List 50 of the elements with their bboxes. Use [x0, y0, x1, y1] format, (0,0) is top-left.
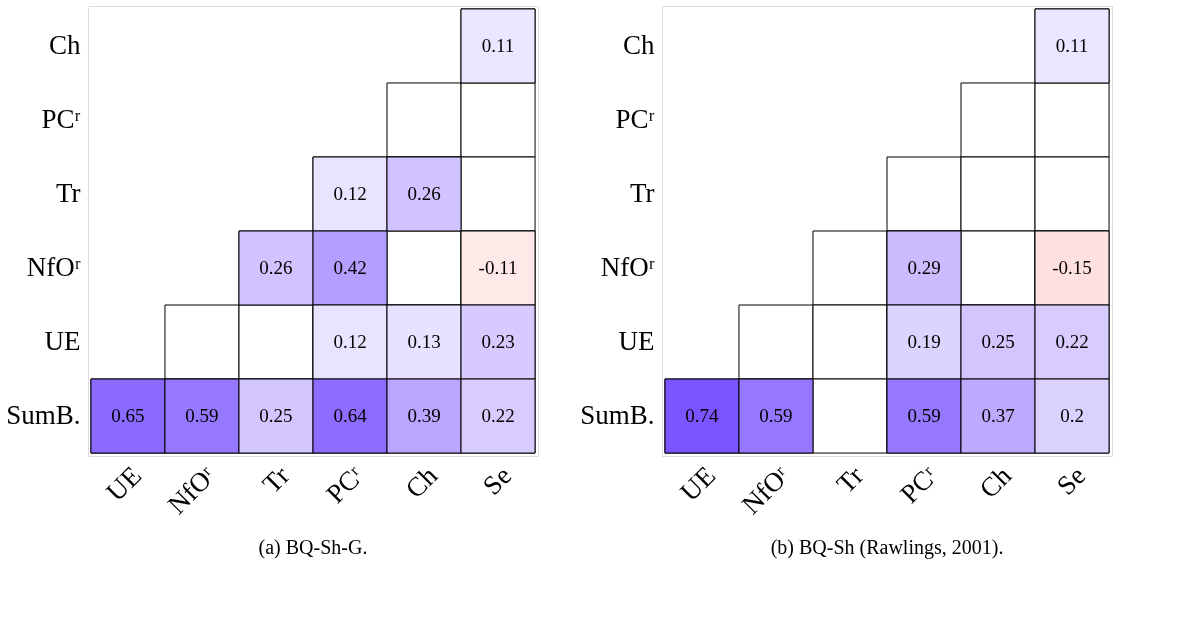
- y-tick-label: PCʳ: [615, 103, 655, 134]
- data-label: 0.59: [185, 405, 219, 427]
- y-tick-label: UE: [618, 326, 655, 357]
- y-tick-label: UE: [44, 326, 81, 357]
- text: (b) BQ-Sh (Rawlings, 2001).: [770, 536, 1004, 560]
- data-label: -0.11: [478, 257, 518, 279]
- data-label: 0.26: [259, 257, 293, 279]
- data-label: 0.11: [1055, 34, 1089, 56]
- x-tick-label: Se: [476, 460, 518, 501]
- data-label: 0.26: [407, 182, 441, 204]
- data-label: 0.13: [407, 331, 441, 353]
- x-tick-label: PCʳ: [320, 460, 370, 510]
- text: (a) BQ-Sh-G.: [258, 536, 368, 560]
- data-label: 0.59: [907, 405, 941, 427]
- x-tick-label: Ch: [399, 460, 444, 504]
- y-tick-label: Tr: [55, 177, 81, 208]
- x-tick-label: Ch: [973, 460, 1018, 504]
- y-tick-label: Tr: [629, 177, 655, 208]
- data-label: 0.22: [1055, 331, 1089, 353]
- data-label: 0.59: [759, 405, 793, 427]
- y-tick-label: SumB.: [6, 400, 81, 431]
- x-tick-label: Se: [1050, 460, 1092, 501]
- data-label: 0.65: [111, 405, 145, 427]
- y-tick-label: PCʳ: [41, 103, 81, 134]
- x-tick-label: UE: [100, 460, 148, 508]
- data-label: 0.29: [907, 257, 941, 279]
- y-tick-label: NfOʳ: [600, 252, 655, 283]
- y-tick-label: NfOʳ: [26, 252, 81, 283]
- data-label: 0.25: [259, 405, 293, 427]
- y-tick-label: Ch: [48, 29, 81, 60]
- data-label: 0.19: [907, 331, 941, 353]
- x-tick-label: Tr: [830, 460, 870, 499]
- data-label: 0.25: [981, 331, 1015, 353]
- data-label: 0.42: [333, 257, 367, 279]
- data-label: -0.15: [1052, 257, 1092, 279]
- data-label: 0.74: [685, 405, 720, 427]
- data-label: 0.23: [481, 331, 515, 353]
- x-tick-label: Tr: [256, 460, 296, 499]
- y-tick-label: Ch: [622, 29, 655, 60]
- data-label: 0.22: [481, 405, 515, 427]
- data-label: 0.12: [333, 331, 367, 353]
- data-label: 0.64: [333, 405, 368, 427]
- x-tick-label: PCʳ: [894, 460, 944, 510]
- data-label: 0.39: [407, 405, 441, 427]
- data-label: 0.12: [333, 182, 367, 204]
- data-label: 0.11: [481, 34, 515, 56]
- y-tick-label: SumB.: [580, 400, 655, 431]
- x-tick-label: UE: [674, 460, 722, 508]
- data-label: 0.37: [981, 405, 1015, 427]
- data-label: 0.2: [1060, 405, 1084, 427]
